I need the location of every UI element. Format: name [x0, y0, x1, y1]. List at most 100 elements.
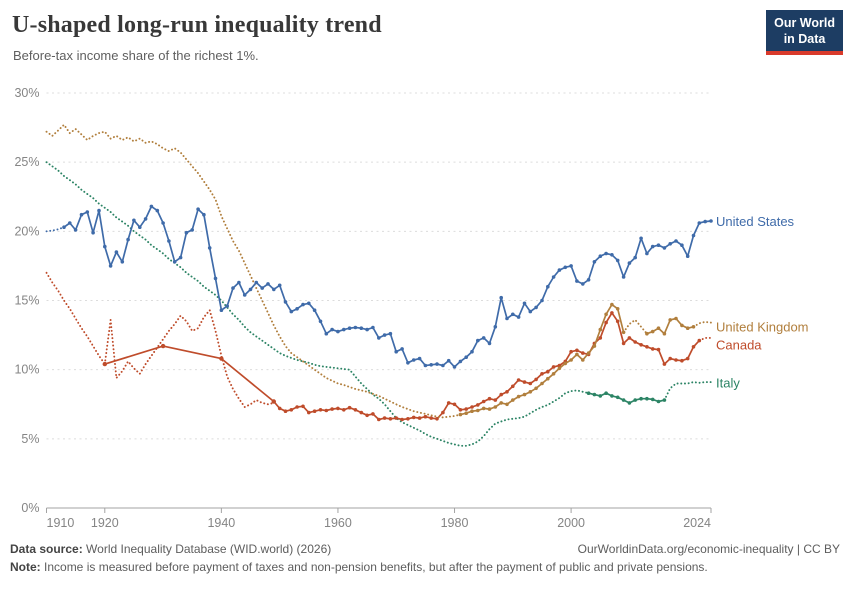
series-marker-united-kingdom [598, 327, 603, 332]
series-marker-canada [446, 401, 451, 405]
series-marker-canada [627, 336, 632, 340]
footnote: Note: Income is measured before payment … [10, 560, 840, 574]
series-marker-united-states [91, 230, 95, 235]
chart-subtitle: Before-tax income share of the richest 1… [13, 48, 259, 63]
series-marker-united-kingdom [511, 398, 515, 402]
series-marker-canada [417, 416, 422, 420]
series-marker-united-states [382, 333, 387, 337]
series-marker-united-states [621, 275, 626, 279]
series-label-canada[interactable]: Canada [716, 337, 762, 352]
series-line-united-kingdom-1[interactable] [460, 303, 625, 416]
series-marker-united-states [586, 278, 591, 282]
series-marker-united-kingdom [685, 326, 690, 331]
series-marker-canada [639, 343, 643, 347]
series-marker-united-states [481, 336, 486, 340]
series-marker-united-kingdom [481, 406, 486, 411]
series-marker-canada [160, 343, 166, 349]
series-marker-canada [377, 417, 381, 422]
series-marker-united-kingdom [516, 394, 521, 399]
series-marker-united-states [650, 244, 655, 249]
series-marker-united-states [400, 347, 404, 351]
series-marker-united-states [277, 283, 282, 288]
series-line-canada-1[interactable] [103, 309, 275, 408]
series-label-united-kingdom[interactable]: United Kingdom [716, 319, 809, 334]
series-label-italy[interactable]: Italy [716, 375, 740, 390]
series-marker-united-states [103, 244, 107, 249]
series-marker-united-states [219, 308, 224, 313]
owid-logo[interactable]: Our World in Data [766, 10, 843, 55]
series-line-united-states-1[interactable] [63, 205, 712, 368]
series-marker-united-states [645, 251, 649, 256]
series-marker-united-states [423, 363, 428, 368]
series-marker-united-states [528, 309, 533, 314]
series-marker-united-states [516, 315, 521, 319]
series-marker-united-states [330, 327, 334, 332]
series-marker-united-kingdom [505, 402, 509, 407]
series-line-united-kingdom-4[interactable] [692, 320, 712, 328]
series-line-united-states-0[interactable] [45, 226, 65, 233]
series-marker-italy [592, 392, 597, 397]
series-line-italy-2[interactable] [663, 381, 712, 402]
series-marker-canada [452, 402, 457, 407]
series-marker-united-states [172, 260, 177, 264]
series-marker-canada [365, 413, 369, 418]
series-marker-united-kingdom [487, 407, 492, 411]
series-marker-united-states [377, 336, 381, 340]
series-line-united-kingdom-0[interactable] [45, 123, 462, 419]
y-tick-label-25: 25% [14, 155, 39, 169]
series-line-united-kingdom-2[interactable] [622, 318, 648, 335]
series-marker-united-states [604, 251, 608, 256]
series-line-canada-4[interactable] [698, 336, 712, 342]
series-marker-united-kingdom [575, 352, 579, 357]
series-marker-united-states [581, 282, 585, 286]
series-marker-united-states [143, 217, 148, 221]
series-line-canada-0[interactable] [45, 271, 106, 366]
series-marker-united-states [289, 309, 294, 314]
series-marker-united-states [546, 284, 550, 289]
series-marker-united-kingdom [557, 366, 562, 371]
series-line-canada-2[interactable] [104, 345, 275, 403]
series-marker-united-states [691, 233, 696, 238]
series-line-italy-0[interactable] [45, 161, 590, 447]
series-marker-canada [680, 358, 684, 363]
series-marker-united-states [540, 298, 544, 303]
series-marker-canada [569, 349, 573, 354]
series-label-united-states[interactable]: United States [716, 214, 795, 229]
series-marker-united-states [499, 295, 504, 300]
series-marker-united-kingdom [668, 318, 672, 322]
series-marker-united-states [62, 225, 66, 229]
series-marker-united-kingdom [645, 331, 649, 336]
series-marker-canada [645, 345, 649, 349]
series-marker-united-states [237, 280, 241, 285]
series-marker-canada [406, 417, 410, 421]
y-tick-label-20: 20% [14, 224, 39, 238]
series-marker-canada [621, 341, 626, 346]
series-marker-united-states [615, 258, 620, 263]
series-marker-united-states [656, 243, 661, 247]
owid-logo-line1: Our World [774, 16, 835, 30]
series-marker-united-kingdom [458, 412, 463, 417]
series-marker-united-states [458, 359, 463, 364]
series-marker-canada [511, 384, 515, 389]
series-marker-united-kingdom [476, 408, 480, 413]
series-marker-united-states [97, 208, 101, 213]
series-line-canada-3[interactable] [273, 312, 700, 421]
series-marker-united-states [108, 264, 113, 268]
series-marker-united-kingdom [674, 316, 678, 321]
citation-link[interactable]: OurWorldinData.org/economic-inequality |… [577, 542, 840, 556]
series-marker-united-kingdom [522, 392, 527, 397]
footnote-label: Note: [10, 560, 41, 574]
series-marker-canada [336, 406, 340, 411]
series-marker-united-states [388, 331, 393, 336]
series-marker-united-kingdom [592, 344, 597, 348]
series-marker-canada [388, 417, 393, 421]
x-tick-label-1960: 1960 [324, 516, 352, 530]
series-marker-united-states [266, 282, 270, 286]
series-marker-united-kingdom [551, 372, 556, 376]
series-marker-canada [359, 410, 364, 415]
series-marker-canada [598, 336, 603, 340]
series-marker-canada [307, 410, 311, 415]
data-source: Data source: World Inequality Database (… [10, 542, 331, 556]
data-source-text: World Inequality Database (WID.world) (2… [82, 542, 332, 556]
series-marker-united-kingdom [569, 358, 573, 362]
